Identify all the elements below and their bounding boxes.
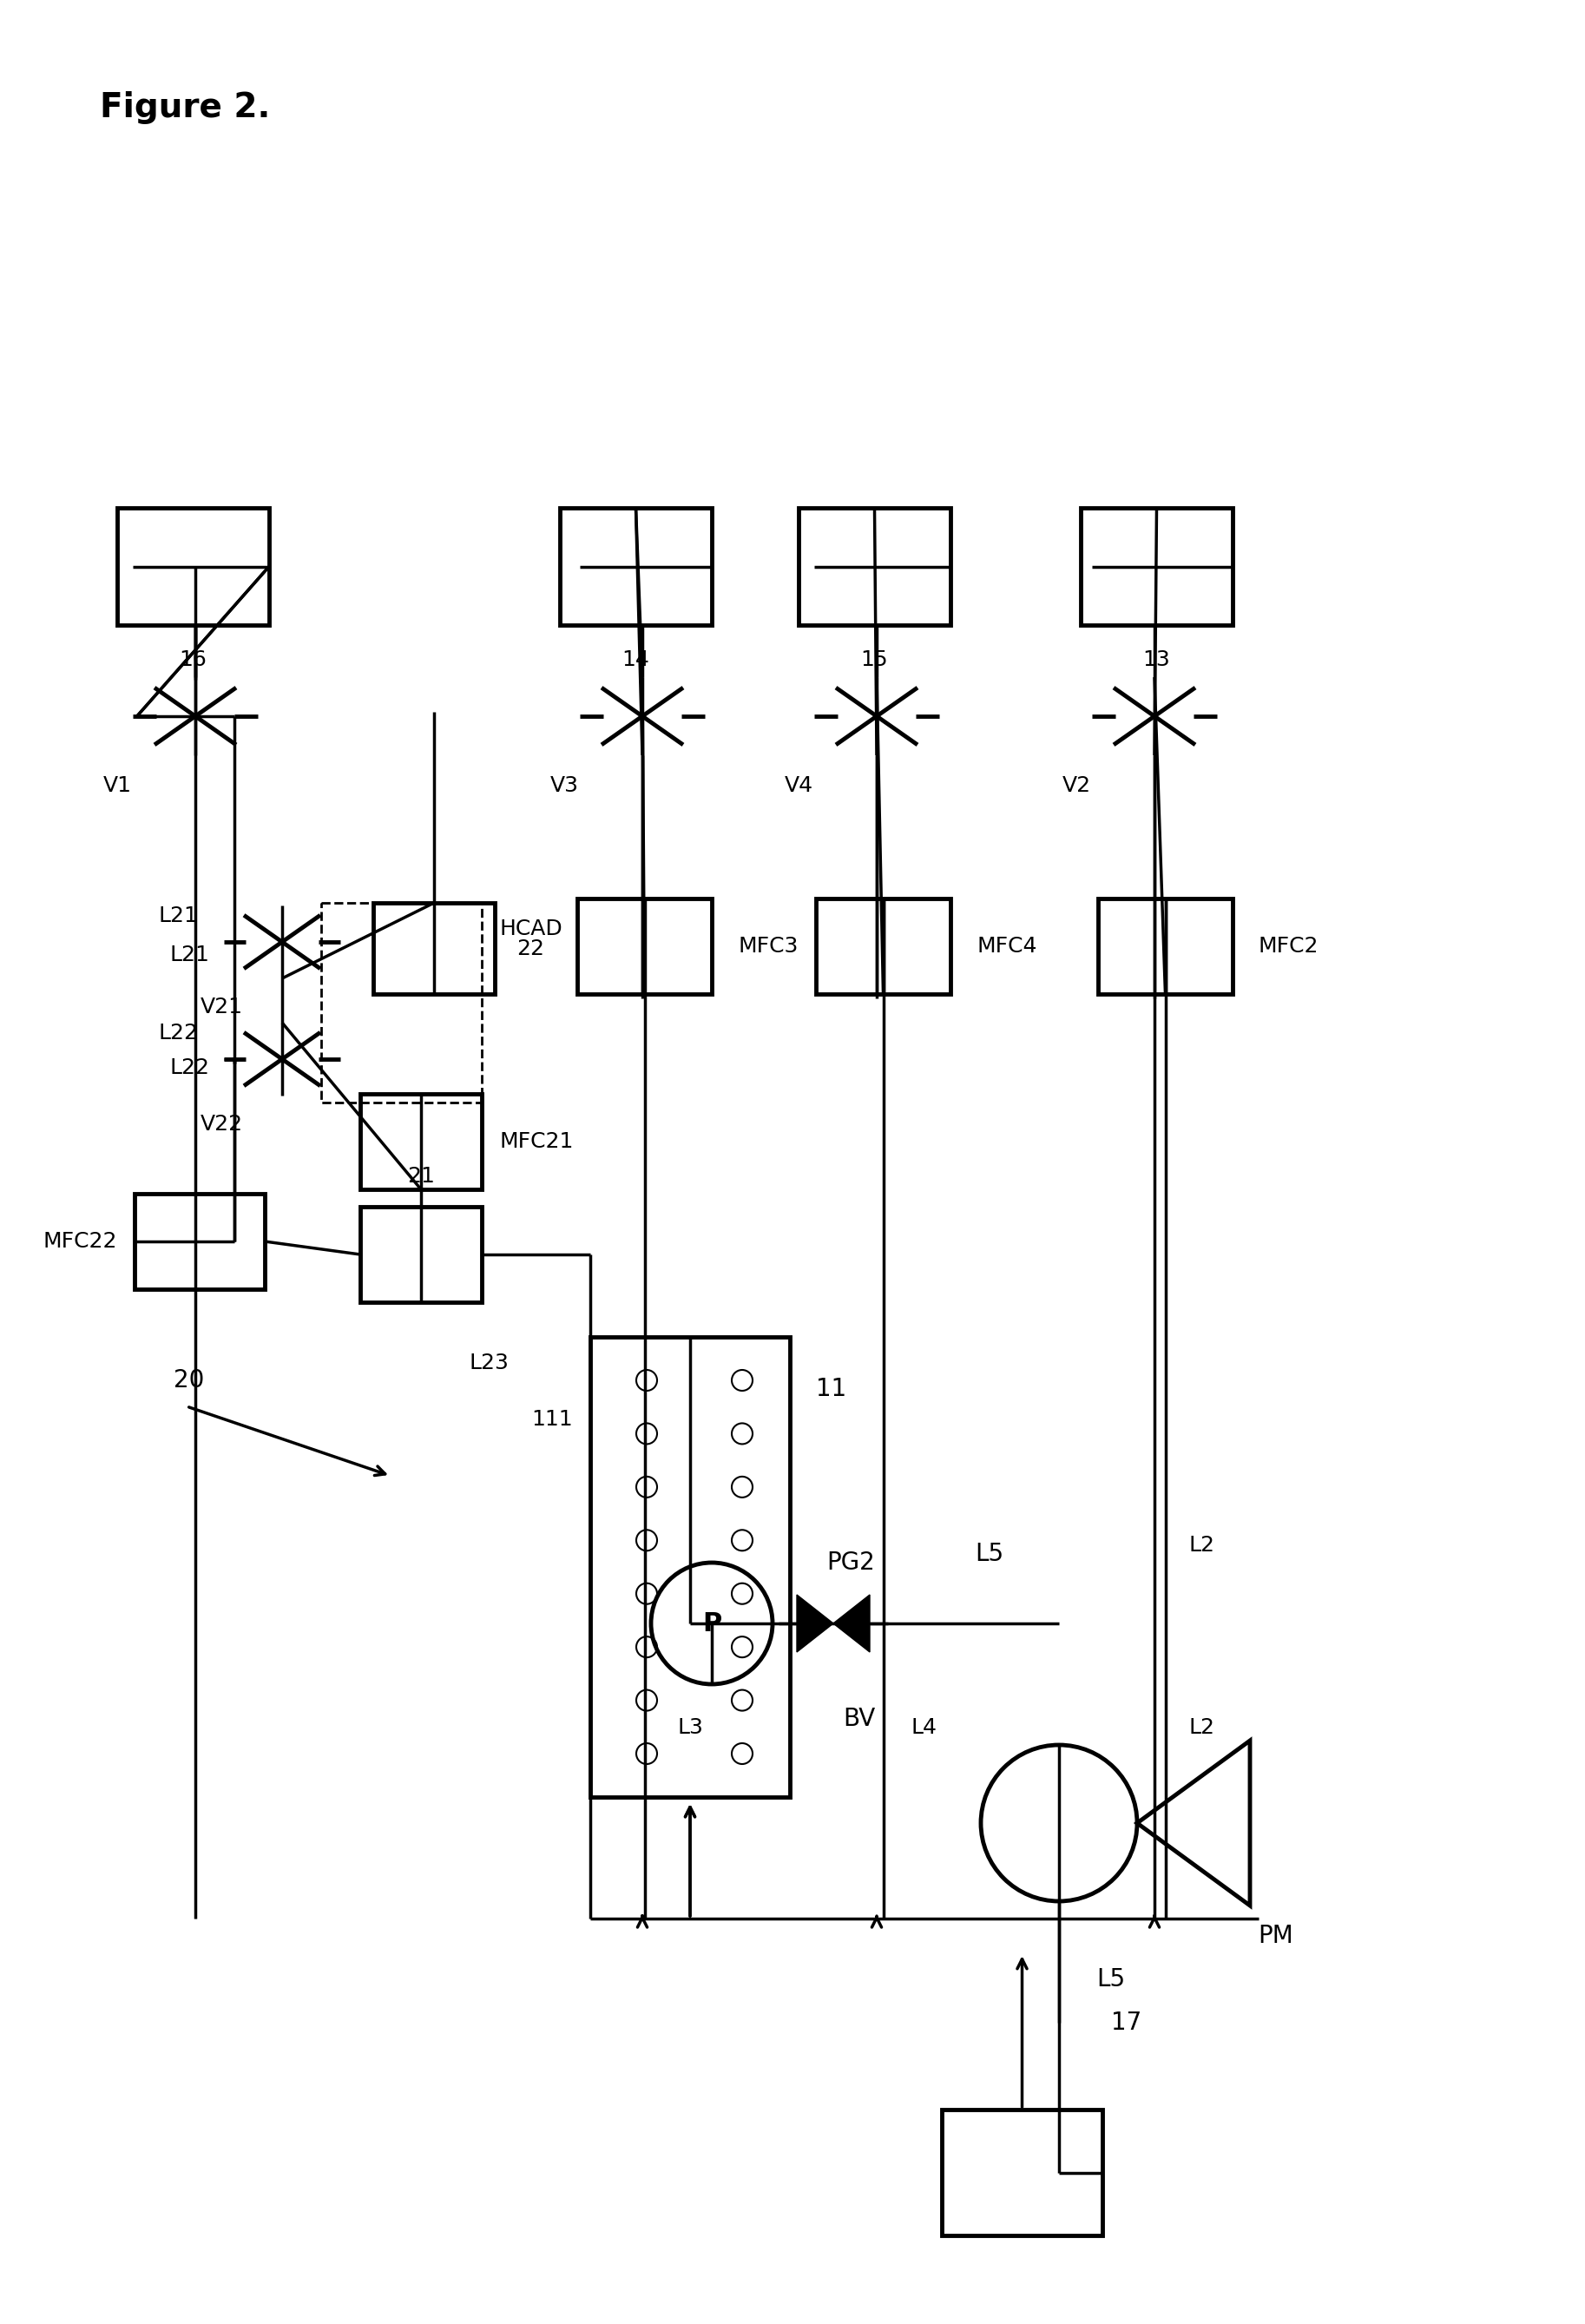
Text: 20: 20: [174, 1369, 204, 1392]
Text: 22: 22: [517, 939, 544, 960]
Bar: [799, 509, 951, 625]
Bar: [560, 509, 712, 625]
Bar: [941, 2110, 1103, 2236]
Text: HCAD: HCAD: [499, 918, 563, 939]
Bar: [372, 902, 495, 995]
Text: L21: L21: [170, 944, 209, 964]
Text: V1: V1: [103, 776, 132, 797]
Text: V3: V3: [550, 776, 579, 797]
Bar: [816, 899, 951, 995]
Text: L5: L5: [975, 1541, 1003, 1566]
Text: 21: 21: [407, 1167, 434, 1188]
Text: 111: 111: [531, 1408, 572, 1429]
Text: L2: L2: [1189, 1717, 1216, 1738]
Polygon shape: [834, 1594, 870, 1652]
Text: L4: L4: [911, 1717, 937, 1738]
Bar: [322, 902, 482, 1102]
Text: L2: L2: [1189, 1534, 1216, 1555]
Text: BV: BV: [843, 1706, 875, 1731]
Text: Figure 2.: Figure 2.: [100, 91, 271, 123]
Text: MFC22: MFC22: [43, 1232, 117, 1253]
Bar: [360, 1095, 482, 1190]
Text: 15: 15: [861, 648, 888, 669]
Text: L5: L5: [1097, 1966, 1125, 1992]
Text: MFC4: MFC4: [976, 937, 1037, 957]
Text: V4: V4: [785, 776, 813, 797]
Text: MFC3: MFC3: [737, 937, 797, 957]
Text: PG2: PG2: [826, 1550, 875, 1576]
Text: PM: PM: [1258, 1924, 1293, 1948]
Text: MFC21: MFC21: [499, 1132, 574, 1153]
Text: 16: 16: [179, 648, 208, 669]
Text: 14: 14: [621, 648, 650, 669]
Bar: [360, 1206, 482, 1301]
Text: 17: 17: [1111, 2010, 1141, 2036]
Text: 11: 11: [816, 1376, 846, 1401]
Text: L3: L3: [677, 1717, 704, 1738]
Text: 13: 13: [1143, 648, 1170, 669]
Bar: [590, 1336, 789, 1796]
Text: MFC2: MFC2: [1258, 937, 1319, 957]
Text: L22: L22: [159, 1023, 198, 1043]
Text: V2: V2: [1062, 776, 1090, 797]
Text: P: P: [702, 1611, 721, 1636]
Bar: [1098, 899, 1233, 995]
Text: L22: L22: [170, 1057, 209, 1078]
Bar: [1081, 509, 1233, 625]
Bar: [577, 899, 712, 995]
Text: L23: L23: [469, 1353, 509, 1373]
Text: V22: V22: [200, 1113, 243, 1134]
Text: V21: V21: [200, 997, 243, 1018]
Text: L21: L21: [159, 906, 198, 927]
Bar: [117, 509, 269, 625]
Polygon shape: [797, 1594, 834, 1652]
Bar: [135, 1195, 265, 1290]
